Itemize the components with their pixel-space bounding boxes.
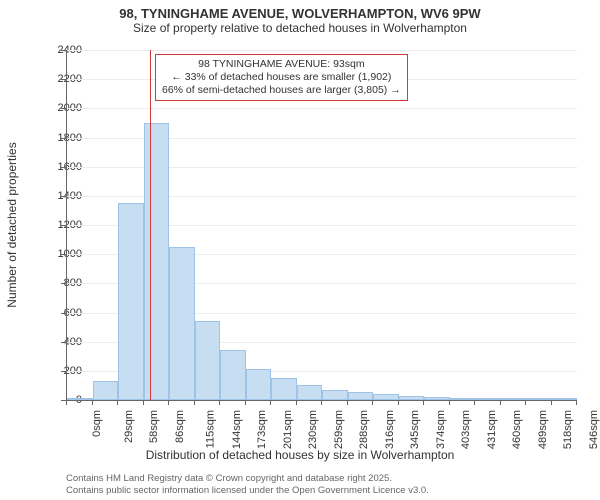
- x-tick-mark: [423, 400, 424, 405]
- bar: [424, 397, 450, 400]
- bar: [169, 247, 195, 400]
- x-tick-mark: [270, 400, 271, 405]
- x-tick-label: 29sqm: [123, 410, 135, 443]
- x-tick-mark: [245, 400, 246, 405]
- x-tick-mark: [525, 400, 526, 405]
- x-tick-label: 374sqm: [435, 410, 447, 449]
- x-tick-mark: [372, 400, 373, 405]
- marker-line: [150, 50, 151, 400]
- x-tick-label: 403sqm: [460, 410, 472, 449]
- bar: [552, 398, 578, 400]
- x-tick-mark: [398, 400, 399, 405]
- x-tick-label: 0sqm: [91, 410, 103, 437]
- x-tick-mark: [143, 400, 144, 405]
- bar: [450, 398, 476, 400]
- x-tick-mark: [474, 400, 475, 405]
- bar: [271, 378, 297, 400]
- bar: [93, 381, 119, 400]
- bar: [246, 369, 272, 400]
- bar: [144, 123, 170, 400]
- x-tick-label: 489sqm: [537, 410, 549, 449]
- annotation-line1: 98 TYNINGHAME AVENUE: 93sqm: [162, 58, 401, 71]
- y-axis-label: Number of detached properties: [5, 142, 19, 307]
- bar: [195, 321, 221, 400]
- x-tick-mark: [168, 400, 169, 405]
- x-tick-mark: [551, 400, 552, 405]
- x-tick-mark: [347, 400, 348, 405]
- x-tick-label: 230sqm: [307, 410, 319, 449]
- bar: [399, 396, 425, 400]
- x-tick-mark: [321, 400, 322, 405]
- x-tick-label: 288sqm: [358, 410, 370, 449]
- x-tick-mark: [449, 400, 450, 405]
- bar: [475, 398, 501, 400]
- x-tick-label: 115sqm: [204, 410, 216, 448]
- bar: [118, 203, 144, 400]
- x-tick-label: 518sqm: [562, 410, 574, 449]
- title-address: 98, TYNINGHAME AVENUE, WOLVERHAMPTON, WV…: [0, 6, 600, 21]
- footer-line2: Contains public sector information licen…: [66, 485, 429, 496]
- footer: Contains HM Land Registry data © Crown c…: [66, 473, 429, 496]
- footer-line1: Contains HM Land Registry data © Crown c…: [66, 473, 429, 484]
- x-tick-mark: [219, 400, 220, 405]
- bar: [373, 394, 399, 400]
- title-subtitle: Size of property relative to detached ho…: [0, 21, 600, 35]
- x-tick-mark: [296, 400, 297, 405]
- chart-title: 98, TYNINGHAME AVENUE, WOLVERHAMPTON, WV…: [0, 6, 600, 35]
- x-tick-mark: [500, 400, 501, 405]
- bar: [322, 390, 348, 400]
- x-tick-label: 58sqm: [148, 410, 160, 443]
- x-tick-label: 173sqm: [256, 410, 268, 449]
- plot-area: 98 TYNINGHAME AVENUE: 93sqm ← 33% of det…: [66, 50, 577, 401]
- bar: [67, 398, 93, 400]
- x-tick-label: 201sqm: [282, 410, 294, 449]
- x-tick-label: 144sqm: [231, 410, 243, 449]
- bar: [526, 398, 552, 400]
- bar: [501, 398, 527, 400]
- x-tick-label: 316sqm: [384, 410, 396, 449]
- annotation-box: 98 TYNINGHAME AVENUE: 93sqm ← 33% of det…: [155, 54, 408, 101]
- x-tick-mark: [194, 400, 195, 405]
- annotation-line3: 66% of semi-detached houses are larger (…: [162, 84, 401, 97]
- x-tick-mark: [92, 400, 93, 405]
- x-axis-label: Distribution of detached houses by size …: [0, 448, 600, 462]
- bar: [297, 385, 323, 400]
- bar: [220, 350, 246, 400]
- bars: [67, 50, 577, 400]
- x-tick-label: 345sqm: [409, 410, 421, 449]
- x-tick-mark: [66, 400, 67, 405]
- annotation-line2: ← 33% of detached houses are smaller (1,…: [162, 71, 401, 84]
- property-size-chart: 98, TYNINGHAME AVENUE, WOLVERHAMPTON, WV…: [0, 0, 600, 500]
- x-tick-label: 259sqm: [333, 410, 345, 449]
- x-tick-label: 86sqm: [174, 410, 186, 443]
- x-tick-mark: [576, 400, 577, 405]
- x-tick-mark: [117, 400, 118, 405]
- bar: [348, 392, 374, 400]
- x-tick-label: 460sqm: [511, 410, 523, 449]
- x-tick-label: 431sqm: [486, 410, 498, 449]
- x-tick-label: 546sqm: [588, 410, 600, 449]
